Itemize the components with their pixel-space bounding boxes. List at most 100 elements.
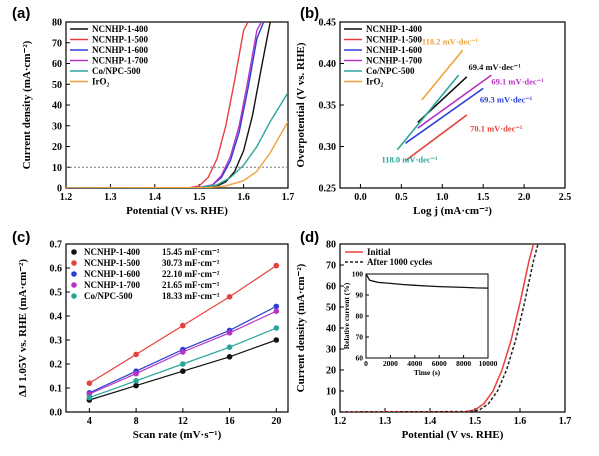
x-tick-label: 1.4: [149, 192, 162, 203]
data-point: [133, 378, 139, 384]
data-point: [133, 382, 139, 389]
legend-label: After 1000 cycles: [367, 257, 433, 267]
slope-label: 69.1 mV·dec⁻¹: [491, 76, 544, 86]
y-tick-label: 30: [326, 345, 336, 356]
legend-label: NCNHP-1-400: [92, 24, 148, 34]
x-tick-label: 1.3: [104, 192, 117, 203]
y-axis-label: ΔJ 1.05V vs. RHE (mA·cm⁻²): [17, 259, 29, 397]
data-point: [180, 322, 186, 329]
y-tick-label: 0.45: [319, 18, 337, 29]
x-axis-label: Potential (V vs. RHE): [126, 205, 228, 217]
inset-y-tick-label: 90: [356, 291, 364, 300]
slope-label: 118.2 mV·dec⁻¹: [422, 36, 479, 46]
legend-label: Co/NPC-500: [92, 66, 141, 76]
y-tick-label: 0.30: [319, 142, 337, 153]
inset-y-tick-label: 100: [352, 270, 364, 279]
x-tick-label: 12: [178, 416, 188, 427]
x-tick-label: 0.5: [395, 192, 408, 203]
x-tick-label: 1.7: [559, 416, 572, 427]
inset-stability-line: [365, 273, 489, 289]
x-tick-label: 1.5: [469, 416, 482, 427]
panel-d: 1.2 1.3 1.4 1.5 1.6 1.7 0 10 20 30 40 50 60 70 80 Poten…: [295, 229, 571, 441]
legend-label: NCNHP-1-400: [366, 24, 422, 34]
y-axis-label: Overpotential (V vs. RHE): [295, 42, 307, 167]
legend-label: NCNHP-1-700: [366, 56, 422, 66]
y-tick-label: 0.5: [50, 288, 63, 299]
inset-x-label: Time (s): [414, 368, 441, 377]
panel-b: 0.0 0.5 1.0 1.5 2.0 2.5 0.25 0.30 0.35 0.40 0.45 Lo…: [295, 5, 571, 217]
data-point: [86, 380, 93, 387]
slope-label: 118.0 mV·dec⁻¹: [381, 154, 438, 164]
y-tick-label: 70: [52, 38, 62, 49]
y-tick-label: 40: [326, 324, 336, 335]
data-point: [180, 361, 186, 367]
x-axis-label: Potential (V vs. RHE): [402, 429, 504, 441]
tafel-line: [396, 74, 460, 151]
legend-marker: [71, 260, 77, 266]
data-point: [226, 294, 233, 300]
data-point: [273, 325, 280, 331]
x-tick-label: 16: [225, 416, 235, 427]
data-point: [180, 368, 186, 375]
legend-label: NCNHP-1-600: [84, 269, 140, 279]
y-tick-label: 60: [52, 59, 62, 70]
legend-label: Initial: [367, 247, 391, 257]
data-point: [273, 262, 280, 269]
y-tick-label: 0.3: [50, 336, 63, 347]
capacitance-label: 21.65 mF·cm⁻²: [162, 280, 220, 290]
y-tick-label: 0.6: [50, 264, 63, 275]
data-point: [226, 330, 233, 336]
x-axis-label: Log j (mA·cm⁻²): [413, 205, 492, 217]
data-point: [273, 303, 280, 310]
inset-y-label: Relative current (%): [342, 282, 351, 349]
y-tick-label: 60: [326, 282, 336, 293]
x-tick-label: 0.0: [354, 192, 367, 203]
x-tick-label: 1.2: [334, 416, 347, 427]
x-tick-label: 2.0: [518, 192, 531, 203]
capacitance-label: 22.10 mF·cm⁻²: [162, 269, 220, 279]
legend-label: NCNHP-1-600: [92, 45, 148, 55]
y-tick-label: 0.4: [50, 312, 63, 323]
y-tick-label: 30: [52, 121, 62, 132]
slope-label: 70.1 mV·dec⁻¹: [470, 124, 523, 134]
legend-label: NCNHP-1-400: [84, 247, 140, 257]
x-tick-label: 1.3: [379, 416, 392, 427]
y-tick-label: 50: [52, 80, 62, 91]
y-tick-label: 20: [52, 142, 62, 153]
inset-y-tick-label: 70: [356, 333, 364, 342]
x-tick-label: 2.5: [559, 192, 572, 203]
x-tick-label: 1.2: [60, 192, 73, 203]
data-point: [86, 394, 93, 401]
y-axis-label: Current density (mA·cm⁻²): [295, 263, 307, 392]
legend-label: Co/NPC-500: [84, 291, 133, 301]
x-tick-label: 8: [134, 416, 139, 427]
data-point: [133, 370, 139, 377]
tafel-line: [421, 49, 464, 101]
data-point: [180, 349, 186, 355]
slope-label: 69.3 mV·dec⁻¹: [480, 95, 533, 105]
legend-marker: [71, 282, 77, 288]
inset-chart: 0 2000 4000 6000 8000 10000 60 70 80 90 100 Time (s…: [342, 270, 498, 378]
x-tick-label: 1.5: [477, 192, 490, 203]
inset-x-tick-label: 2000: [383, 359, 398, 368]
panel-label: (a): [12, 5, 30, 22]
inset-y-tick-label: 80: [356, 312, 364, 321]
slope-label: 69.4 mV·dec⁻¹: [468, 62, 521, 72]
panel-a: 1.2 1.3 1.4 1.5 1.6 1.7 0 10 20 30 40 50 60 70 80 Poten…: [12, 5, 294, 217]
y-tick-label: 0.25: [319, 184, 337, 195]
inset-x-tick-label: 0: [364, 359, 368, 368]
x-tick-label: 1.6: [514, 416, 527, 427]
y-tick-label: 80: [326, 240, 336, 251]
legend-label: NCNHP-1-500: [92, 35, 148, 45]
x-tick-label: 4: [87, 416, 92, 427]
x-axis-label: Scan rate (mV·s⁻¹): [133, 429, 222, 441]
y-tick-label: 10: [52, 163, 62, 174]
y-tick-label: 50: [326, 303, 336, 314]
data-point: [273, 337, 280, 343]
legend-label: NCNHP-1-500: [366, 35, 422, 45]
y-tick-label: 0.2: [50, 360, 63, 371]
legend-label: NCNHP-1-600: [366, 45, 422, 55]
x-tick-label: 1.5: [193, 192, 206, 203]
legend-marker: [71, 293, 77, 299]
y-axis-label: Current density (mA·cm⁻²): [21, 40, 33, 169]
